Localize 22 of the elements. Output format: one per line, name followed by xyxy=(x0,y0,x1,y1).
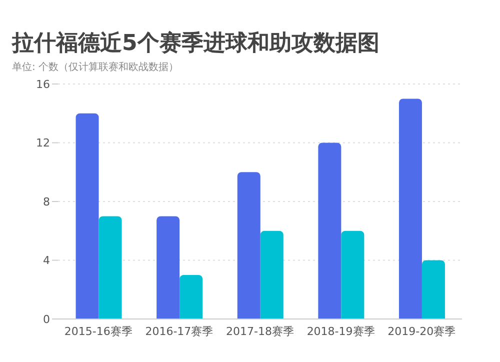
bar xyxy=(156,216,180,319)
bar xyxy=(98,216,122,319)
y-tick-label: 16 xyxy=(36,78,50,91)
x-tick-label: 2016-17赛季 xyxy=(145,324,214,338)
chart-title: 拉什福德近5个赛季进球和助攻数据图 xyxy=(10,30,380,58)
bar xyxy=(76,113,99,319)
bar xyxy=(398,98,422,319)
bar xyxy=(318,142,342,319)
bar xyxy=(180,274,203,319)
bar xyxy=(237,172,260,319)
x-tick-label: 2018-19赛季 xyxy=(306,324,375,338)
bar xyxy=(422,260,445,319)
bar xyxy=(341,230,364,319)
y-tick-label: 8 xyxy=(43,195,50,208)
x-tick-label: 2017-18赛季 xyxy=(226,324,294,338)
x-tick-label: 2015-16赛季 xyxy=(64,324,132,338)
x-tick-label: 2019-20赛季 xyxy=(388,324,456,338)
chart-subtitle: 单位: 个数（仅计算联赛和欧战数据） xyxy=(11,60,180,74)
y-tick-label: 4 xyxy=(43,254,50,268)
bar xyxy=(260,230,284,319)
y-tick-label: 0 xyxy=(43,312,50,326)
y-tick-label: 12 xyxy=(36,136,50,150)
